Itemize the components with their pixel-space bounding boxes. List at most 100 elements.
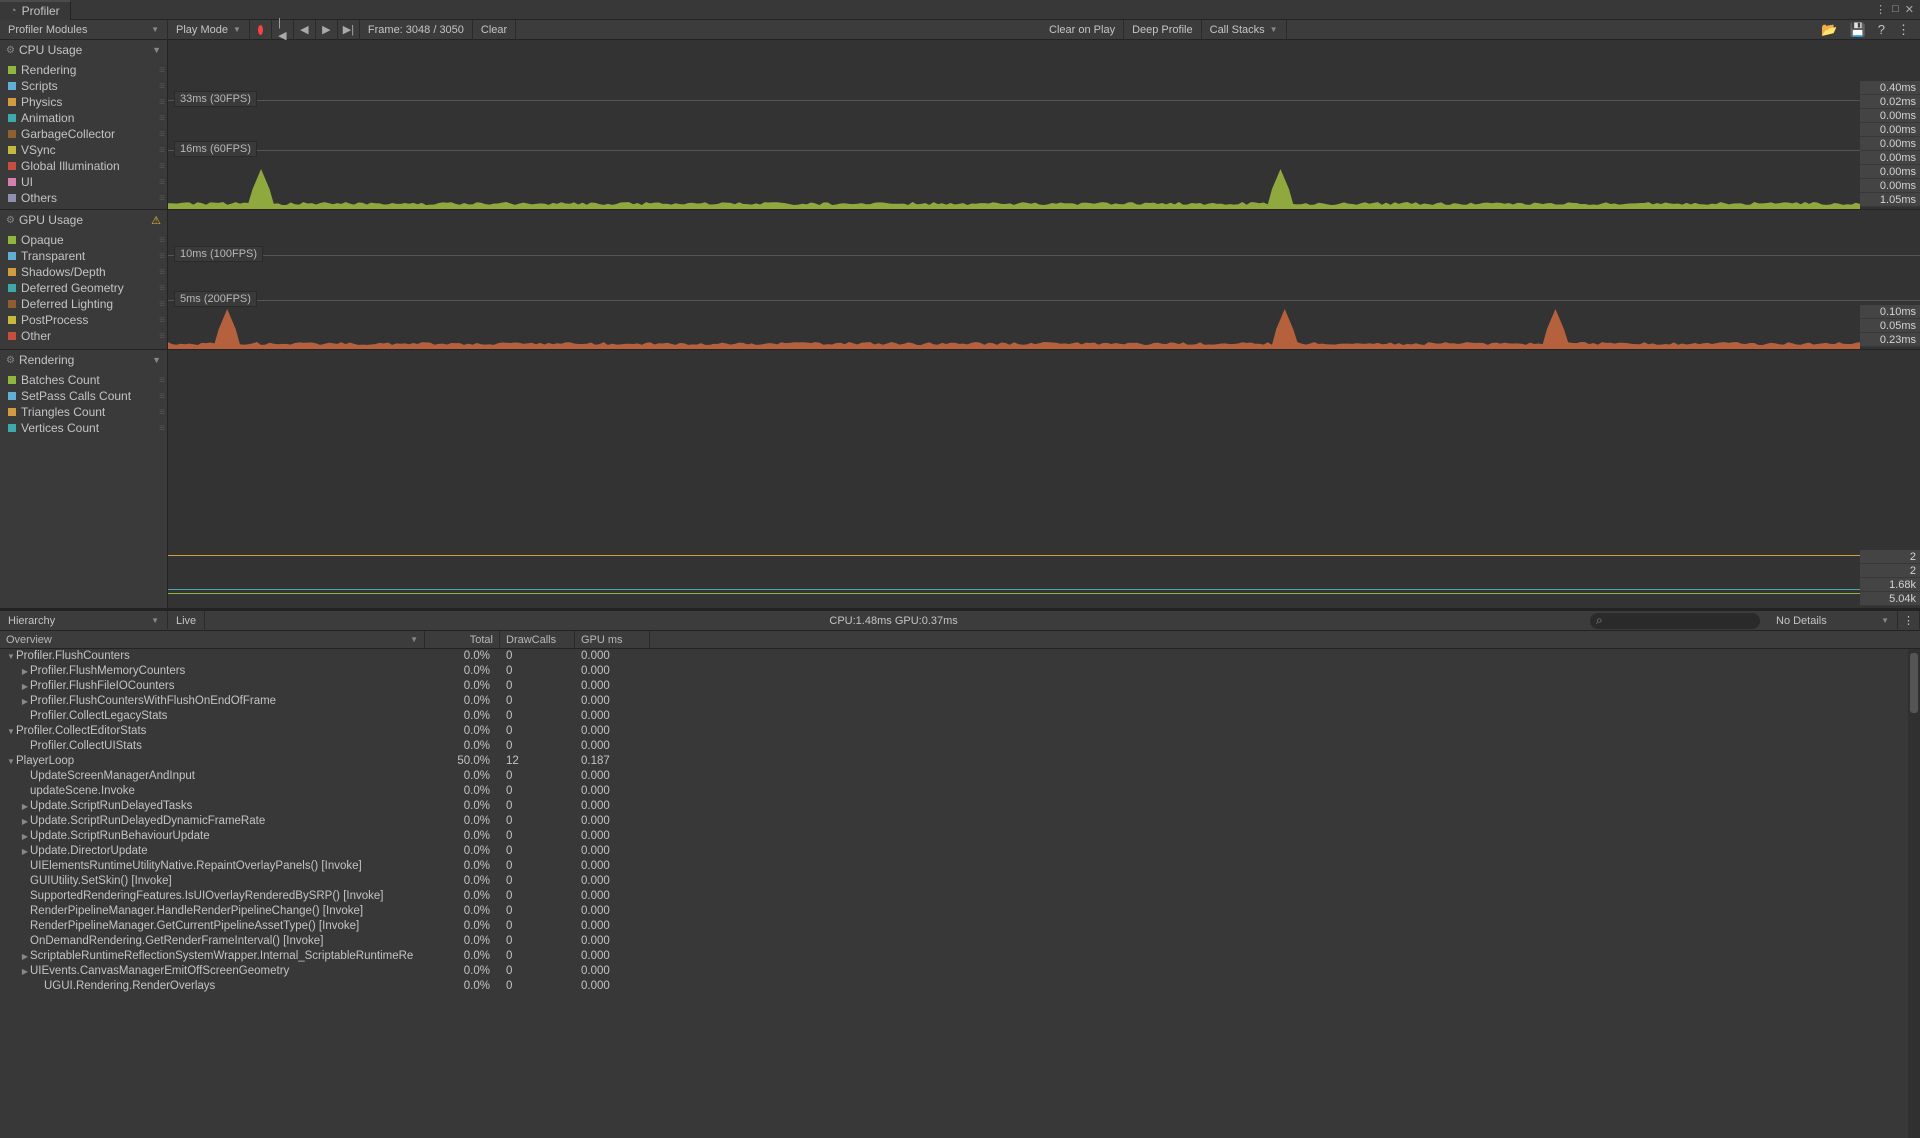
legend-item[interactable]: GarbageCollector≡ — [0, 126, 167, 142]
expand-arrow-icon[interactable]: ▶ — [20, 964, 30, 979]
drag-handle-icon[interactable]: ≡ — [159, 129, 163, 140]
frame-next-button[interactable]: ▶ — [316, 20, 338, 40]
drag-handle-icon[interactable]: ≡ — [159, 251, 163, 262]
drag-handle-icon[interactable]: ≡ — [159, 407, 163, 418]
expand-arrow-icon[interactable]: ▶ — [20, 949, 30, 964]
tree-row[interactable]: updateScene.Invoke0.0%00.000 — [0, 784, 1920, 799]
legend-item[interactable]: Other≡ — [0, 328, 167, 344]
col-overview[interactable]: Overview▼ — [0, 631, 425, 648]
legend-item[interactable]: PostProcess≡ — [0, 312, 167, 328]
call-stacks-dropdown[interactable]: Call Stacks ▼ — [1202, 20, 1287, 40]
hierarchy-menu-button[interactable]: ⋮ — [1898, 611, 1920, 631]
module-header[interactable]: ⚙ CPU Usage▼ — [0, 40, 167, 60]
drag-handle-icon[interactable]: ≡ — [159, 193, 163, 204]
legend-item[interactable]: Physics≡ — [0, 94, 167, 110]
expand-arrow-icon[interactable]: ▶ — [20, 799, 30, 814]
legend-item[interactable]: Rendering≡ — [0, 62, 167, 78]
help-icon[interactable]: ? — [1878, 22, 1885, 38]
tree-row[interactable]: UGUI.Rendering.RenderOverlays0.0%00.000 — [0, 979, 1920, 994]
drag-handle-icon[interactable]: ≡ — [159, 299, 163, 310]
clear-button[interactable]: Clear — [473, 20, 516, 40]
tree-row[interactable]: ▼PlayerLoop50.0%120.187 — [0, 754, 1920, 769]
legend-item[interactable]: Animation≡ — [0, 110, 167, 126]
tree-row[interactable]: ▶Update.DirectorUpdate0.0%00.000 — [0, 844, 1920, 859]
expand-arrow-icon[interactable]: ▶ — [20, 814, 30, 829]
module-chart[interactable]: 10ms (100FPS)5ms (200FPS)0.10ms0.05ms0.2… — [168, 210, 1920, 349]
tree-row[interactable]: SupportedRenderingFeatures.IsUIOverlayRe… — [0, 889, 1920, 904]
drag-handle-icon[interactable]: ≡ — [159, 145, 163, 156]
legend-item[interactable]: VSync≡ — [0, 142, 167, 158]
load-icon[interactable]: 📂 — [1821, 22, 1837, 38]
tree-row[interactable]: ▼Profiler.FlushCounters0.0%00.000 — [0, 649, 1920, 664]
drag-handle-icon[interactable]: ≡ — [159, 267, 163, 278]
tree-row[interactable]: Profiler.CollectUIStats0.0%00.000 — [0, 739, 1920, 754]
drag-handle-icon[interactable]: ≡ — [159, 65, 163, 76]
tree-row[interactable]: GUIUtility.SetSkin() [Invoke]0.0%00.000 — [0, 874, 1920, 889]
drag-handle-icon[interactable]: ≡ — [159, 113, 163, 124]
drag-handle-icon[interactable]: ≡ — [159, 81, 163, 92]
tree-row[interactable]: UpdateScreenManagerAndInput0.0%00.000 — [0, 769, 1920, 784]
hierarchy-dropdown[interactable]: Hierarchy ▼ — [0, 611, 168, 631]
legend-item[interactable]: Deferred Lighting≡ — [0, 296, 167, 312]
hierarchy-tree[interactable]: ▼Profiler.FlushCounters0.0%00.000▶Profil… — [0, 649, 1920, 1138]
drag-handle-icon[interactable]: ≡ — [159, 283, 163, 294]
legend-item[interactable]: Shadows/Depth≡ — [0, 264, 167, 280]
drag-handle-icon[interactable]: ≡ — [159, 423, 163, 434]
tree-row[interactable]: OnDemandRendering.GetRenderFrameInterval… — [0, 934, 1920, 949]
module-header[interactable]: ⚙ Rendering▼ — [0, 350, 167, 370]
tree-row[interactable]: ▶Profiler.FlushMemoryCounters0.0%00.000 — [0, 664, 1920, 679]
expand-arrow-icon[interactable]: ▼ — [6, 724, 16, 739]
live-button[interactable]: Live — [168, 611, 205, 631]
tree-row[interactable]: ▼Profiler.CollectEditorStats0.0%00.000 — [0, 724, 1920, 739]
legend-item[interactable]: Batches Count≡ — [0, 372, 167, 388]
tree-row[interactable]: UIElementsRuntimeUtilityNative.RepaintOv… — [0, 859, 1920, 874]
drag-handle-icon[interactable]: ≡ — [159, 391, 163, 402]
drag-handle-icon[interactable]: ≡ — [159, 177, 163, 188]
tree-row[interactable]: ▶UIEvents.CanvasManagerEmitOffScreenGeom… — [0, 964, 1920, 979]
profiler-modules-dropdown[interactable]: Profiler Modules ▼ — [0, 20, 168, 40]
legend-item[interactable]: Deferred Geometry≡ — [0, 280, 167, 296]
drag-handle-icon[interactable]: ≡ — [159, 161, 163, 172]
tree-row[interactable]: ▶Update.ScriptRunDelayedDynamicFrameRate… — [0, 814, 1920, 829]
col-total[interactable]: Total — [425, 631, 500, 648]
frame-last-button[interactable]: ▶| — [338, 20, 360, 40]
frame-first-button[interactable]: |◀ — [272, 20, 294, 40]
frame-prev-button[interactable]: ◀ — [294, 20, 316, 40]
col-drawcalls[interactable]: DrawCalls — [500, 631, 575, 648]
expand-arrow-icon[interactable]: ▶ — [20, 679, 30, 694]
window-close-icon[interactable]: ✕ — [1905, 3, 1914, 16]
expand-arrow-icon[interactable]: ▶ — [20, 664, 30, 679]
drag-handle-icon[interactable]: ≡ — [159, 97, 163, 108]
window-maximize-icon[interactable]: □ — [1892, 3, 1899, 16]
tree-row[interactable]: RenderPipelineManager.HandleRenderPipeli… — [0, 904, 1920, 919]
save-icon[interactable]: 💾 — [1850, 22, 1866, 38]
tree-row[interactable]: ▶Update.ScriptRunDelayedTasks0.0%00.000 — [0, 799, 1920, 814]
clear-on-play-button[interactable]: Clear on Play — [1041, 20, 1124, 40]
profiler-tab[interactable]: ◔ Profiler — [0, 0, 71, 20]
menu-icon[interactable]: ⋮ — [1897, 22, 1910, 38]
tree-row[interactable]: Profiler.CollectLegacyStats0.0%00.000 — [0, 709, 1920, 724]
window-menu-icon[interactable]: ⋮ — [1875, 3, 1886, 16]
col-gpums[interactable]: GPU ms — [575, 631, 650, 648]
module-chart[interactable]: 33ms (30FPS)16ms (60FPS)0.40ms0.02ms0.00… — [168, 40, 1920, 209]
module-header[interactable]: ⚙ GPU Usage⚠ — [0, 210, 167, 230]
drag-handle-icon[interactable]: ≡ — [159, 235, 163, 246]
expand-arrow-icon[interactable]: ▶ — [20, 844, 30, 859]
legend-item[interactable]: SetPass Calls Count≡ — [0, 388, 167, 404]
legend-item[interactable]: Vertices Count≡ — [0, 420, 167, 436]
drag-handle-icon[interactable]: ≡ — [159, 375, 163, 386]
deep-profile-button[interactable]: Deep Profile — [1124, 20, 1202, 40]
legend-item[interactable]: Global Illumination≡ — [0, 158, 167, 174]
legend-item[interactable]: Opaque≡ — [0, 232, 167, 248]
tree-row[interactable]: ▶ScriptableRuntimeReflectionSystemWrappe… — [0, 949, 1920, 964]
tree-row[interactable]: RenderPipelineManager.GetCurrentPipeline… — [0, 919, 1920, 934]
expand-arrow-icon[interactable]: ▼ — [6, 754, 16, 769]
record-button[interactable] — [250, 20, 272, 40]
search-input[interactable] — [1590, 613, 1760, 629]
module-chart[interactable]: 221.68k5.04k — [168, 350, 1920, 608]
expand-arrow-icon[interactable]: ▼ — [6, 649, 16, 664]
drag-handle-icon[interactable]: ≡ — [159, 315, 163, 326]
tree-row[interactable]: ▶Profiler.FlushCountersWithFlushOnEndOfF… — [0, 694, 1920, 709]
tree-row[interactable]: ▶Profiler.FlushFileIOCounters0.0%00.000 — [0, 679, 1920, 694]
legend-item[interactable]: Triangles Count≡ — [0, 404, 167, 420]
